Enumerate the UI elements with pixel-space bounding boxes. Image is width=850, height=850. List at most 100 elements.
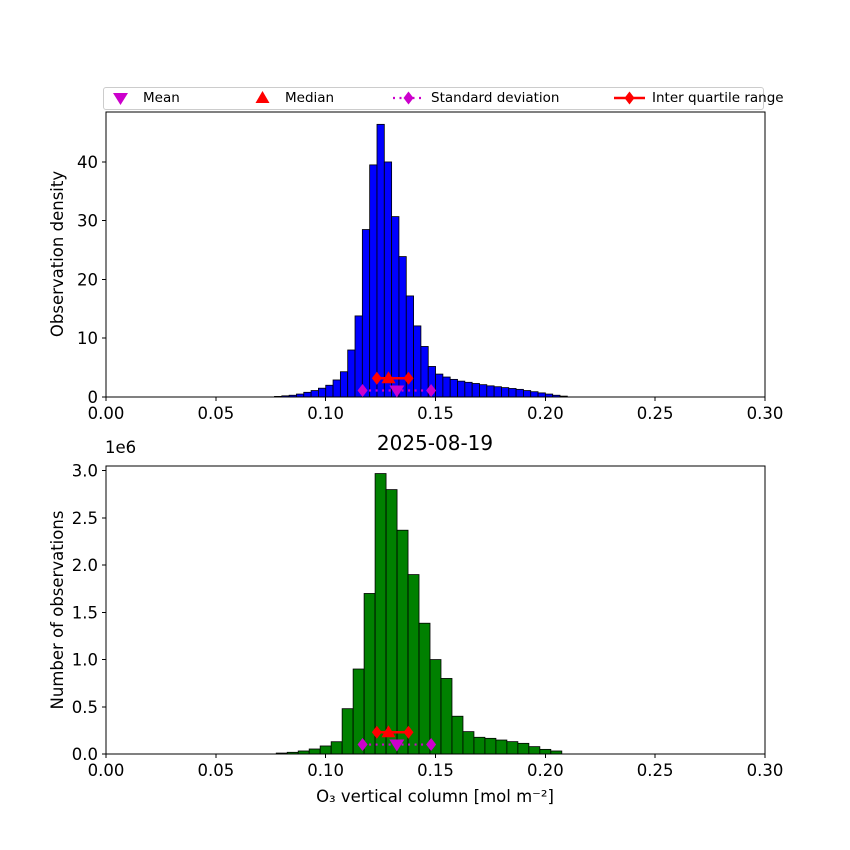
histogram-bar <box>318 387 327 398</box>
x-axis-label: O₃ vertical column [mol m⁻²] <box>316 787 554 806</box>
observation-density-histogram-bars <box>274 123 568 398</box>
legend-item-mean: Mean <box>104 88 180 108</box>
histogram-bar <box>457 380 466 398</box>
y-tick-label: 0 <box>88 388 99 407</box>
histogram-bar <box>396 529 409 755</box>
histogram-bar <box>374 473 387 755</box>
axes-frame <box>105 111 766 398</box>
y-axis-ticks: 0 10 20 30 40 <box>77 153 106 407</box>
std-dev-left-diamond <box>357 738 368 752</box>
y-tick-label: 0.0 <box>72 745 98 764</box>
histogram-bar <box>442 376 451 398</box>
histogram-bar <box>325 384 334 398</box>
histogram-bar <box>341 708 354 755</box>
legend-label-median: Median <box>285 90 335 106</box>
x-tick-label: 0.15 <box>417 761 454 780</box>
y-tick-label: 2.5 <box>72 509 98 528</box>
x-tick-label: 0.10 <box>307 404 344 423</box>
std-dev-left-diamond <box>357 384 368 398</box>
histogram-bar <box>330 741 343 755</box>
histogram-bar <box>363 593 376 755</box>
statistic-markers <box>357 725 437 752</box>
x-tick-label: 0.25 <box>637 761 674 780</box>
histogram-bar <box>303 391 312 398</box>
legend-item-std: Standard deviation <box>392 88 559 108</box>
histogram-bar <box>473 736 486 755</box>
y-tick-label: 10 <box>77 329 98 348</box>
y-axis-offset-label: 1e6 <box>105 438 137 457</box>
histogram-bar <box>332 379 341 398</box>
x-tick-label: 0.05 <box>197 761 234 780</box>
iqr-left-diamond <box>371 725 382 739</box>
histogram-bar <box>385 489 398 755</box>
iqr-right-diamond <box>403 371 414 385</box>
iqr-diamond-icon <box>614 91 645 105</box>
legend-item-iqr: Inter quartile range <box>613 88 784 108</box>
median-marker <box>381 725 396 738</box>
histogram-bar <box>449 378 458 398</box>
histogram-bar <box>310 390 319 398</box>
histogram-bar <box>451 715 464 755</box>
histogram-bar <box>539 748 552 755</box>
histogram-bar <box>506 741 519 755</box>
legend-item-median: Median <box>246 88 334 108</box>
legend-label-mean: Mean <box>143 90 180 106</box>
histogram-bar <box>528 746 541 755</box>
mean-marker <box>389 739 405 752</box>
bottom-y-axis-label: Number of observations <box>48 510 67 710</box>
x-tick-label: 0.30 <box>747 761 784 780</box>
x-tick-label: 0.10 <box>307 761 344 780</box>
histogram-bar <box>391 216 400 398</box>
y-tick-label: 1.0 <box>72 651 98 670</box>
histogram-bar <box>495 739 508 755</box>
histogram-bar <box>523 390 532 398</box>
histogram-bar <box>462 731 475 755</box>
top-y-axis-label: Observation density <box>48 170 67 338</box>
histogram-bar <box>347 349 356 398</box>
median-triangle-up-icon <box>255 91 270 103</box>
x-axis-ticks: 0.00 0.05 0.10 0.15 0.20 0.25 0.30 <box>88 397 783 423</box>
iqr-right-diamond <box>403 725 414 739</box>
x-tick-label: 0.00 <box>88 761 125 780</box>
x-tick-label: 0.25 <box>637 404 674 423</box>
statistic-markers <box>357 371 437 398</box>
y-tick-label: 1.5 <box>72 603 98 622</box>
histogram-bar <box>413 325 422 398</box>
mean-triangle-down-icon <box>113 93 128 105</box>
median-marker <box>381 371 396 384</box>
mean-marker <box>389 385 405 398</box>
histogram-bar <box>501 387 510 398</box>
x-tick-label: 0.05 <box>197 404 234 423</box>
number-of-observations-histogram-bars <box>275 473 563 755</box>
histogram-bar <box>376 123 385 398</box>
x-tick-label: 0.15 <box>417 404 454 423</box>
histogram-bar <box>508 388 517 398</box>
y-tick-label: 40 <box>77 153 98 172</box>
histogram-bar <box>361 229 371 398</box>
histogram-bar <box>435 373 444 398</box>
y-tick-label: 2.0 <box>72 556 98 575</box>
y-tick-label: 30 <box>77 212 98 231</box>
histogram-bar <box>418 622 431 755</box>
histogram-bar <box>493 386 502 398</box>
histogram-bar <box>486 385 495 398</box>
y-tick-label: 0.5 <box>72 698 98 717</box>
histogram-bar <box>537 392 546 398</box>
plot-title: 2025-08-19 <box>376 431 494 455</box>
y-tick-label: 3.0 <box>72 462 98 481</box>
x-tick-label: 0.20 <box>527 404 564 423</box>
iqr-left-diamond <box>371 371 382 385</box>
histogram-bar <box>484 737 497 755</box>
x-axis-ticks: 0.00 0.05 0.10 0.15 0.20 0.25 0.30 <box>88 754 784 780</box>
histogram-bar <box>407 574 420 755</box>
histogram-bar <box>339 371 349 398</box>
std-deviation-diamond-icon <box>393 91 424 105</box>
histogram-bar <box>530 391 539 398</box>
histogram-bar <box>319 745 332 755</box>
histogram-bar <box>369 164 378 398</box>
histogram-bar <box>471 383 480 398</box>
x-tick-label: 0.20 <box>527 761 564 780</box>
legend-label-iqr: Inter quartile range <box>652 90 784 106</box>
legend-label-std: Standard deviation <box>431 90 560 106</box>
histogram-bar <box>398 256 407 398</box>
